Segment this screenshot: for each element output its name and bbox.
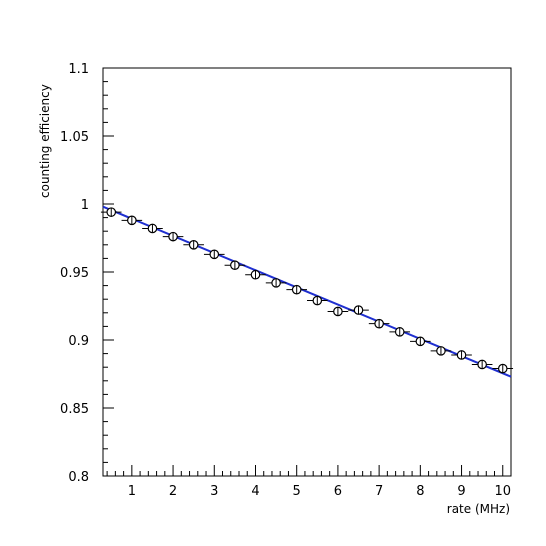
y-tick-label: 1.1 <box>68 62 89 77</box>
x-axis-title: rate (MHz) <box>447 502 510 516</box>
points-layer <box>100 207 514 374</box>
x-tick-label: 4 <box>251 484 259 499</box>
x-tick-label: 7 <box>375 484 383 499</box>
x-tick-label: 8 <box>416 484 424 499</box>
x-tick-label: 3 <box>210 484 218 499</box>
y-tick-label: 0.9 <box>68 334 89 349</box>
x-tick-label: 9 <box>457 484 465 499</box>
y-axis-title: counting efficiency <box>38 84 52 198</box>
plot-frame <box>102 67 512 477</box>
y-tick-label: 0.8 <box>68 470 89 485</box>
y-tick-label: 1.05 <box>60 130 89 145</box>
y-tick-label: 0.95 <box>60 266 89 281</box>
y-axis: 0.8 0.85 0.9 0.95 1 1.05 1.1 <box>60 62 114 485</box>
x-axis: 1 2 3 4 5 6 7 8 9 10 <box>106 465 512 499</box>
y-tick-label: 0.85 <box>60 402 89 417</box>
x-tick-label: 1 <box>128 484 136 499</box>
x-tick-label: 6 <box>334 484 342 499</box>
y-tick-label: 1 <box>81 198 89 213</box>
x-tick-label: 10 <box>494 484 511 499</box>
x-tick-label: 5 <box>293 484 301 499</box>
x-tick-label: 2 <box>169 484 177 499</box>
